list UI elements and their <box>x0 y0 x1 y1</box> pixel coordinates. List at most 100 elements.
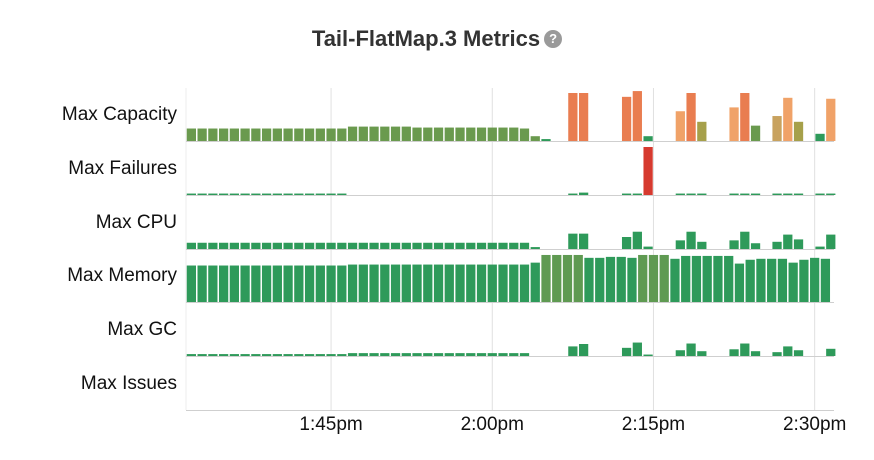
bar-4-42 <box>750 351 761 356</box>
bar-1-29 <box>815 193 825 195</box>
bar-4-20 <box>401 353 411 356</box>
bar-0-39 <box>675 111 685 141</box>
bar-2-6 <box>251 242 261 249</box>
bar-4-9 <box>283 354 293 356</box>
bar-0-33 <box>541 139 551 141</box>
bar-1-15 <box>568 193 578 195</box>
bar-0-20 <box>401 126 411 141</box>
bar-2-40 <box>697 241 707 249</box>
bar-2-4 <box>229 242 239 249</box>
bar-2-19 <box>390 242 401 249</box>
question-circle-icon[interactable]: ? <box>544 30 563 48</box>
bar-2-13 <box>326 242 336 249</box>
bar-3-10 <box>294 265 304 302</box>
bar-4-38 <box>686 343 696 356</box>
bar-4-39 <box>697 351 707 356</box>
bar-4-0 <box>186 354 196 356</box>
bar-2-9 <box>283 242 293 249</box>
bar-0-45 <box>772 116 782 141</box>
bar-3-39 <box>605 256 616 302</box>
bar-3-9 <box>283 265 293 302</box>
bar-4-25 <box>455 353 465 356</box>
row-label-4: Max GC <box>107 319 177 340</box>
bar-2-8 <box>272 242 282 249</box>
bar-0-32 <box>530 136 540 141</box>
bar-3-11 <box>304 265 315 302</box>
bar-0-18 <box>380 126 390 141</box>
bar-3-30 <box>509 264 519 302</box>
bar-3-43 <box>648 254 659 302</box>
bar-4-13 <box>326 354 336 356</box>
bar-0-4 <box>229 128 239 141</box>
bar-0-0 <box>186 128 196 141</box>
bar-0-26 <box>466 127 476 141</box>
bar-3-1 <box>197 265 207 302</box>
bar-2-46 <box>793 239 804 249</box>
bar-4-33 <box>578 344 589 356</box>
bar-2-16 <box>358 242 368 249</box>
bar-2-5 <box>240 242 250 249</box>
bar-3-37 <box>584 257 594 302</box>
bar-2-39 <box>686 231 696 249</box>
bar-1-11 <box>304 193 315 195</box>
bar-3-48 <box>702 255 712 302</box>
bar-0-6 <box>251 128 261 141</box>
bar-2-0 <box>186 242 196 249</box>
bar-4-23 <box>433 353 444 356</box>
bar-2-38 <box>675 240 685 249</box>
bar-4-11 <box>304 354 315 356</box>
row-label-5: Max Issues <box>80 373 177 394</box>
bar-4-26 <box>466 353 476 356</box>
row-bars-2 <box>186 231 836 249</box>
bar-2-32 <box>530 247 540 249</box>
bar-3-42 <box>638 254 648 302</box>
bar-4-16 <box>358 353 368 356</box>
bar-2-3 <box>218 242 229 249</box>
bar-1-24 <box>740 193 750 195</box>
bar-4-29 <box>498 353 508 356</box>
bar-3-45 <box>670 258 680 302</box>
bar-3-22 <box>423 264 433 302</box>
bar-1-9 <box>283 193 293 195</box>
bar-3-36 <box>573 254 583 302</box>
bar-4-27 <box>476 353 487 356</box>
bar-0-38 <box>643 136 653 141</box>
bar-2-48 <box>826 234 836 249</box>
bar-3-13 <box>326 265 336 302</box>
bar-2-45 <box>783 234 793 249</box>
row-bars-3 <box>186 254 831 302</box>
bar-0-40 <box>686 93 696 141</box>
bar-4-17 <box>369 353 379 356</box>
bar-1-25 <box>750 193 761 195</box>
bar-2-35 <box>621 237 632 249</box>
bar-0-24 <box>444 127 454 141</box>
bar-3-49 <box>713 255 723 302</box>
bar-0-36 <box>621 96 632 141</box>
bar-3-51 <box>734 263 745 302</box>
bar-1-30 <box>826 193 836 195</box>
bar-2-26 <box>466 242 476 249</box>
bar-0-11 <box>304 128 315 141</box>
bar-2-25 <box>455 242 465 249</box>
bar-0-31 <box>519 128 530 141</box>
bar-2-34 <box>578 233 589 249</box>
bar-3-33 <box>541 254 551 302</box>
bar-0-7 <box>261 128 272 141</box>
bar-0-15 <box>347 126 358 141</box>
bar-4-15 <box>347 353 358 356</box>
bar-2-43 <box>750 243 761 249</box>
bar-4-37 <box>675 350 685 356</box>
bar-3-55 <box>777 258 788 302</box>
bar-0-10 <box>294 128 304 141</box>
bar-4-28 <box>487 353 497 356</box>
bar-3-35 <box>562 254 573 302</box>
bar-4-12 <box>315 354 325 356</box>
chart-title-wrap: Tail-FlatMap.3 Metrics? <box>0 26 874 52</box>
row-label-2: Max CPU <box>95 212 177 233</box>
bar-4-46 <box>826 348 836 356</box>
bar-1-13 <box>326 193 336 195</box>
bar-0-41 <box>697 121 707 141</box>
bar-0-30 <box>509 127 519 141</box>
bar-1-28 <box>793 193 804 195</box>
bar-0-22 <box>423 127 433 141</box>
